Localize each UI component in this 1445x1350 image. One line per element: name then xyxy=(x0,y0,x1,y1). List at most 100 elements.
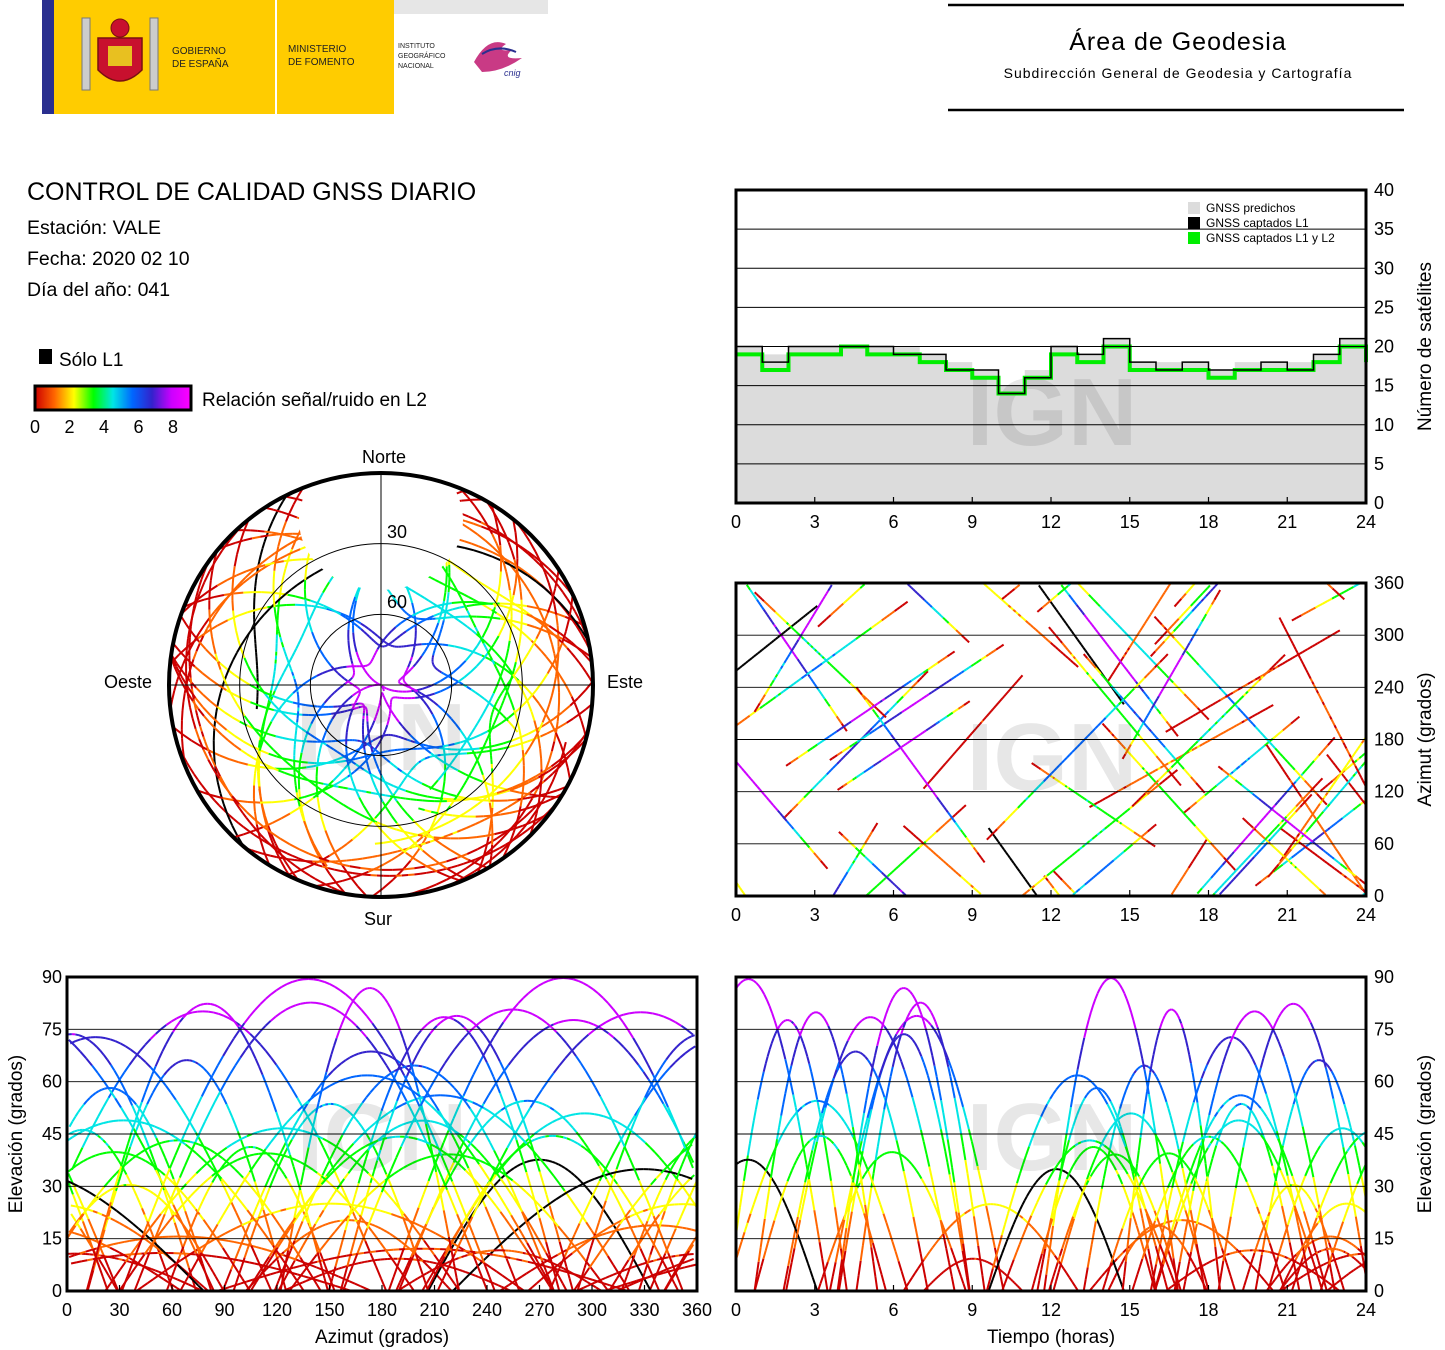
track-segment xyxy=(913,676,917,681)
track-segment xyxy=(756,786,761,790)
track-segment xyxy=(217,619,229,627)
track-segment xyxy=(1245,758,1249,762)
track-segment xyxy=(983,655,987,659)
track-segment xyxy=(333,551,340,556)
track-segment xyxy=(1063,619,1067,624)
track-segment xyxy=(1001,820,1006,825)
track-segment xyxy=(1311,787,1316,792)
track-segment xyxy=(516,833,523,839)
track-segment xyxy=(688,707,690,709)
predicted-area xyxy=(736,338,1366,503)
track-segment xyxy=(504,536,513,543)
track-segment xyxy=(681,697,683,700)
track-segment xyxy=(1285,859,1289,863)
track-segment xyxy=(1100,673,1104,677)
track-segment xyxy=(811,745,816,749)
track-segment xyxy=(1164,791,1168,796)
track-segment xyxy=(993,705,997,709)
track-segment xyxy=(1290,640,1294,645)
track-segment xyxy=(1379,789,1381,790)
track-segment xyxy=(1251,684,1256,688)
track-segment xyxy=(1148,656,1152,661)
track-segment xyxy=(925,601,929,605)
track-segment xyxy=(1191,608,1196,613)
track-segment xyxy=(763,600,767,604)
track-segment xyxy=(310,841,318,853)
track-segment xyxy=(1235,766,1239,770)
track-segment xyxy=(1161,670,1166,675)
track-segment xyxy=(1263,876,1267,880)
track-segment xyxy=(1436,854,1438,855)
track-segment xyxy=(1246,833,1251,837)
track-segment xyxy=(1180,595,1185,600)
track-segment xyxy=(537,770,549,779)
track-segment xyxy=(1125,693,1130,698)
track-segment xyxy=(1364,891,1366,895)
track-segment xyxy=(434,644,438,648)
track-segment xyxy=(1183,693,1188,698)
track-segment xyxy=(359,760,367,768)
track-segment xyxy=(878,759,882,763)
track-segment xyxy=(267,560,275,567)
track-segment xyxy=(251,535,261,540)
track-segment xyxy=(893,689,898,694)
track-segment xyxy=(1032,889,1036,894)
track-segment xyxy=(786,643,791,648)
track-segment xyxy=(1253,828,1257,831)
track-segment xyxy=(371,780,377,789)
track-segment xyxy=(944,655,948,659)
track-segment xyxy=(835,715,840,720)
track-segment xyxy=(1131,842,1135,846)
track-segment xyxy=(1361,753,1365,757)
track-segment xyxy=(1288,810,1293,815)
track-segment xyxy=(1188,747,1192,751)
track-segment xyxy=(780,632,785,636)
track-segment xyxy=(943,681,948,686)
track-segment xyxy=(1145,724,1149,729)
track-segment xyxy=(465,520,474,525)
track-segment xyxy=(1200,709,1204,713)
track-segment xyxy=(1363,751,1366,755)
track-segment xyxy=(518,807,528,812)
track-segment xyxy=(1240,861,1245,866)
track-segment xyxy=(1168,677,1172,681)
track-segment xyxy=(884,756,888,760)
track-segment xyxy=(1045,637,1049,642)
track-segment xyxy=(1244,835,1249,840)
track-segment xyxy=(1157,777,1162,782)
track-segment xyxy=(1190,715,1194,719)
track-segment xyxy=(1364,735,1366,738)
track-segment xyxy=(1073,790,1077,794)
track-segment xyxy=(193,773,199,781)
track-segment xyxy=(813,852,817,857)
track-segment xyxy=(1127,671,1131,675)
track-segment xyxy=(352,666,355,669)
track-segment xyxy=(1274,801,1279,806)
track-segment xyxy=(183,684,188,694)
track-segment xyxy=(980,656,985,661)
track-segment xyxy=(737,666,741,670)
track-segment xyxy=(1224,694,1229,698)
track-segment xyxy=(1170,679,1174,684)
track-segment xyxy=(883,615,888,620)
track-segment xyxy=(572,745,579,752)
track-segment xyxy=(1184,869,1189,873)
track-segment xyxy=(1136,778,1140,782)
track-segment xyxy=(906,740,910,744)
track-segment xyxy=(1323,704,1327,709)
track-segment xyxy=(1180,654,1184,659)
track-segment xyxy=(1359,878,1363,882)
track-segment xyxy=(1087,673,1092,678)
track-segment xyxy=(1008,590,1013,594)
track-segment xyxy=(316,602,325,607)
track-segment xyxy=(1053,595,1057,599)
track-segment xyxy=(1136,644,1141,649)
track-segment xyxy=(1256,822,1260,827)
track-segment xyxy=(201,672,211,681)
track-segment xyxy=(1079,584,1083,589)
track-segment xyxy=(985,584,989,589)
track-segment xyxy=(540,650,547,658)
track-segment xyxy=(1076,793,1080,797)
track-segment xyxy=(874,705,878,710)
